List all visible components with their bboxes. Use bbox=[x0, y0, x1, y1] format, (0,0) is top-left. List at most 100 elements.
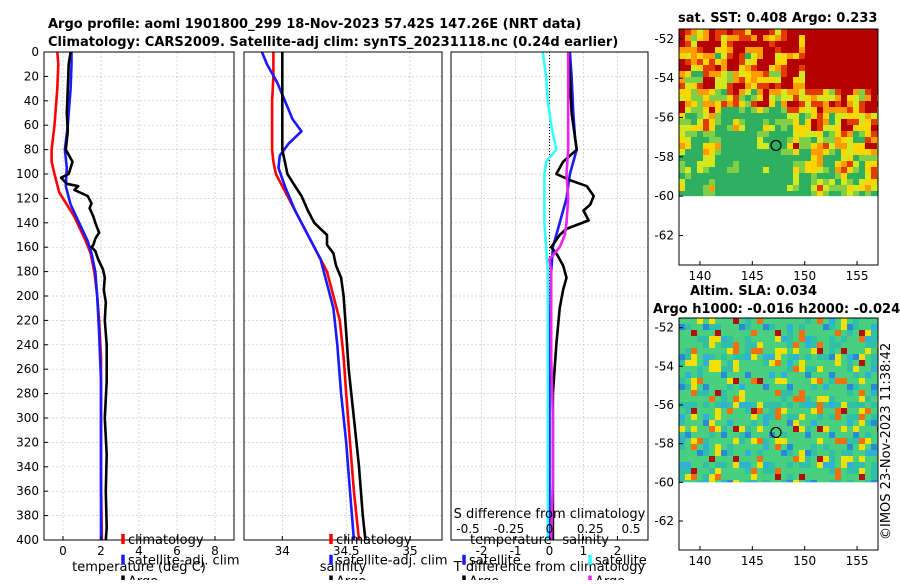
map-cell bbox=[805, 462, 811, 468]
map-cell bbox=[703, 462, 709, 468]
map-cell bbox=[733, 77, 739, 83]
map-cell bbox=[823, 113, 829, 119]
map-cell bbox=[799, 426, 805, 432]
map-cell bbox=[835, 47, 841, 53]
map-cell bbox=[775, 95, 781, 101]
map-cell bbox=[793, 348, 799, 354]
map-cell bbox=[793, 89, 799, 95]
map-cell bbox=[853, 65, 859, 71]
map-cell bbox=[859, 354, 865, 360]
map-cell bbox=[865, 330, 871, 336]
map-cell bbox=[733, 324, 739, 330]
map-cell bbox=[727, 77, 733, 83]
map-cell bbox=[841, 179, 847, 185]
map-cell bbox=[679, 480, 685, 483]
map-cell bbox=[733, 191, 739, 197]
map-cell bbox=[715, 426, 721, 432]
series-line-argo bbox=[59, 51, 108, 541]
x-axis-label: T difference from climatology bbox=[453, 560, 646, 575]
map-cell bbox=[817, 336, 823, 342]
map-cell bbox=[679, 71, 685, 77]
map-cell bbox=[793, 71, 799, 77]
map-cell bbox=[745, 71, 751, 77]
map-cell bbox=[793, 426, 799, 432]
map-cell bbox=[781, 89, 787, 95]
map-cell bbox=[751, 191, 757, 197]
map-cell bbox=[775, 432, 781, 438]
map-cell bbox=[859, 161, 865, 167]
map-cell bbox=[715, 318, 721, 324]
map-cell bbox=[775, 408, 781, 414]
x-tick-label: -1 bbox=[510, 544, 522, 558]
map-cell bbox=[811, 125, 817, 131]
map-cell bbox=[697, 456, 703, 462]
map-cell bbox=[811, 161, 817, 167]
map-cell bbox=[817, 378, 823, 384]
map-cell bbox=[685, 95, 691, 101]
map-cell bbox=[775, 426, 781, 432]
map-cell bbox=[817, 77, 823, 83]
map-cell bbox=[733, 348, 739, 354]
map-cell bbox=[775, 438, 781, 444]
map-cell bbox=[769, 390, 775, 396]
x-tick-label: 8 bbox=[211, 544, 219, 558]
map-cell bbox=[787, 161, 793, 167]
map-cell bbox=[865, 402, 871, 408]
map-cell bbox=[763, 161, 769, 167]
map-cell bbox=[823, 438, 829, 444]
map-cell bbox=[853, 77, 859, 83]
map-cell bbox=[715, 372, 721, 378]
map-cell bbox=[775, 324, 781, 330]
map-cell bbox=[739, 468, 745, 474]
legend-label: Argo bbox=[469, 574, 499, 580]
map-cell bbox=[727, 41, 733, 47]
map-cell bbox=[697, 167, 703, 173]
x-tick-label: 0 bbox=[59, 544, 67, 558]
map-cell bbox=[781, 191, 787, 197]
map-cell bbox=[697, 390, 703, 396]
map-cell bbox=[859, 324, 865, 330]
map-cell bbox=[697, 83, 703, 89]
map-cell bbox=[721, 191, 727, 197]
map-cell bbox=[679, 420, 685, 426]
map-cell bbox=[781, 137, 787, 143]
map-cell bbox=[709, 167, 715, 173]
map-cell bbox=[817, 113, 823, 119]
map-cell bbox=[865, 366, 871, 372]
map-cell bbox=[853, 131, 859, 137]
map-cell bbox=[799, 185, 805, 191]
map-cell bbox=[811, 179, 817, 185]
map-cell bbox=[781, 480, 787, 483]
map-cell bbox=[757, 372, 763, 378]
map-cell bbox=[769, 474, 775, 480]
map-cell bbox=[697, 101, 703, 107]
map-cell bbox=[799, 366, 805, 372]
map-cell bbox=[799, 101, 805, 107]
map-cell bbox=[781, 71, 787, 77]
map-cell bbox=[811, 137, 817, 143]
map-cell bbox=[865, 59, 871, 65]
map-cell bbox=[745, 119, 751, 125]
map-cell bbox=[709, 149, 715, 155]
map-cell bbox=[835, 408, 841, 414]
map-cell bbox=[751, 83, 757, 89]
map-cell bbox=[847, 125, 853, 131]
map-cell bbox=[871, 77, 877, 83]
s-difference-tick-label: -0.25 bbox=[493, 522, 524, 536]
map-cell bbox=[817, 408, 823, 414]
map-cell bbox=[721, 161, 727, 167]
map-cell bbox=[703, 330, 709, 336]
map-cell bbox=[733, 125, 739, 131]
map-cell bbox=[811, 414, 817, 420]
map-cell bbox=[781, 149, 787, 155]
map-cell bbox=[703, 420, 709, 426]
map-cell bbox=[811, 53, 817, 59]
map-cell bbox=[859, 474, 865, 480]
map-cell bbox=[871, 360, 877, 366]
map-cell bbox=[739, 444, 745, 450]
map-cell bbox=[703, 474, 709, 480]
map-cell bbox=[763, 155, 769, 161]
map-cell bbox=[769, 89, 775, 95]
map-cell bbox=[865, 185, 871, 191]
map-cell bbox=[871, 318, 877, 324]
